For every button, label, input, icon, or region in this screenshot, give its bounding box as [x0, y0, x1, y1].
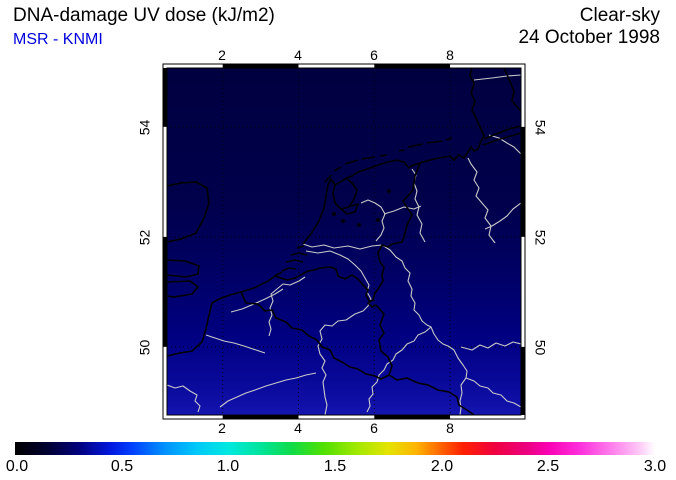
lon-tick-top-4: 4: [294, 47, 302, 63]
lat-tick-right-54: 54: [532, 119, 549, 136]
lat-tick-right-52: 52: [532, 229, 549, 246]
sky-condition-label: Clear-sky: [579, 5, 660, 26]
lon-tick-top-6: 6: [370, 47, 378, 63]
lon-tick-bottom-8: 8: [446, 420, 454, 436]
colorbar: [15, 442, 655, 455]
small-lakes: [332, 189, 391, 227]
lon-tick-bottom-4: 4: [294, 420, 302, 436]
lat-tick-left-50: 50: [136, 339, 153, 356]
uv-dose-map: [162, 63, 526, 420]
lon-tick-bottom-6: 6: [370, 420, 378, 436]
colorbar-label-0: 0.0: [5, 458, 29, 475]
colorbar-label-15: 1.5: [323, 458, 347, 475]
rivers: [167, 74, 521, 415]
colorbar-label-30: 3.0: [643, 458, 667, 475]
colorbar-label-20: 2.0: [430, 458, 454, 475]
graticule: [167, 68, 521, 415]
lat-tick-left-54: 54: [136, 119, 153, 136]
colorbar-label-05: 0.5: [110, 458, 134, 475]
coastlines-borders: [167, 68, 521, 415]
lon-tick-top-8: 8: [446, 47, 454, 63]
lat-tick-right-50: 50: [532, 339, 549, 356]
lon-tick-top-2: 2: [218, 47, 226, 63]
map-frame: [162, 63, 526, 420]
map-panel: [162, 63, 526, 424]
dose-field: [167, 68, 521, 415]
lon-tick-bottom-2: 2: [218, 420, 226, 436]
product-source: MSR - KNMI: [13, 31, 103, 48]
page-title: DNA-damage UV dose (kJ/m2): [13, 5, 275, 26]
colorbar-label-25: 2.5: [536, 458, 560, 475]
colorbar-label-10: 1.0: [216, 458, 240, 475]
lat-tick-left-52: 52: [136, 229, 153, 246]
date-label: 24 October 1998: [518, 27, 660, 48]
